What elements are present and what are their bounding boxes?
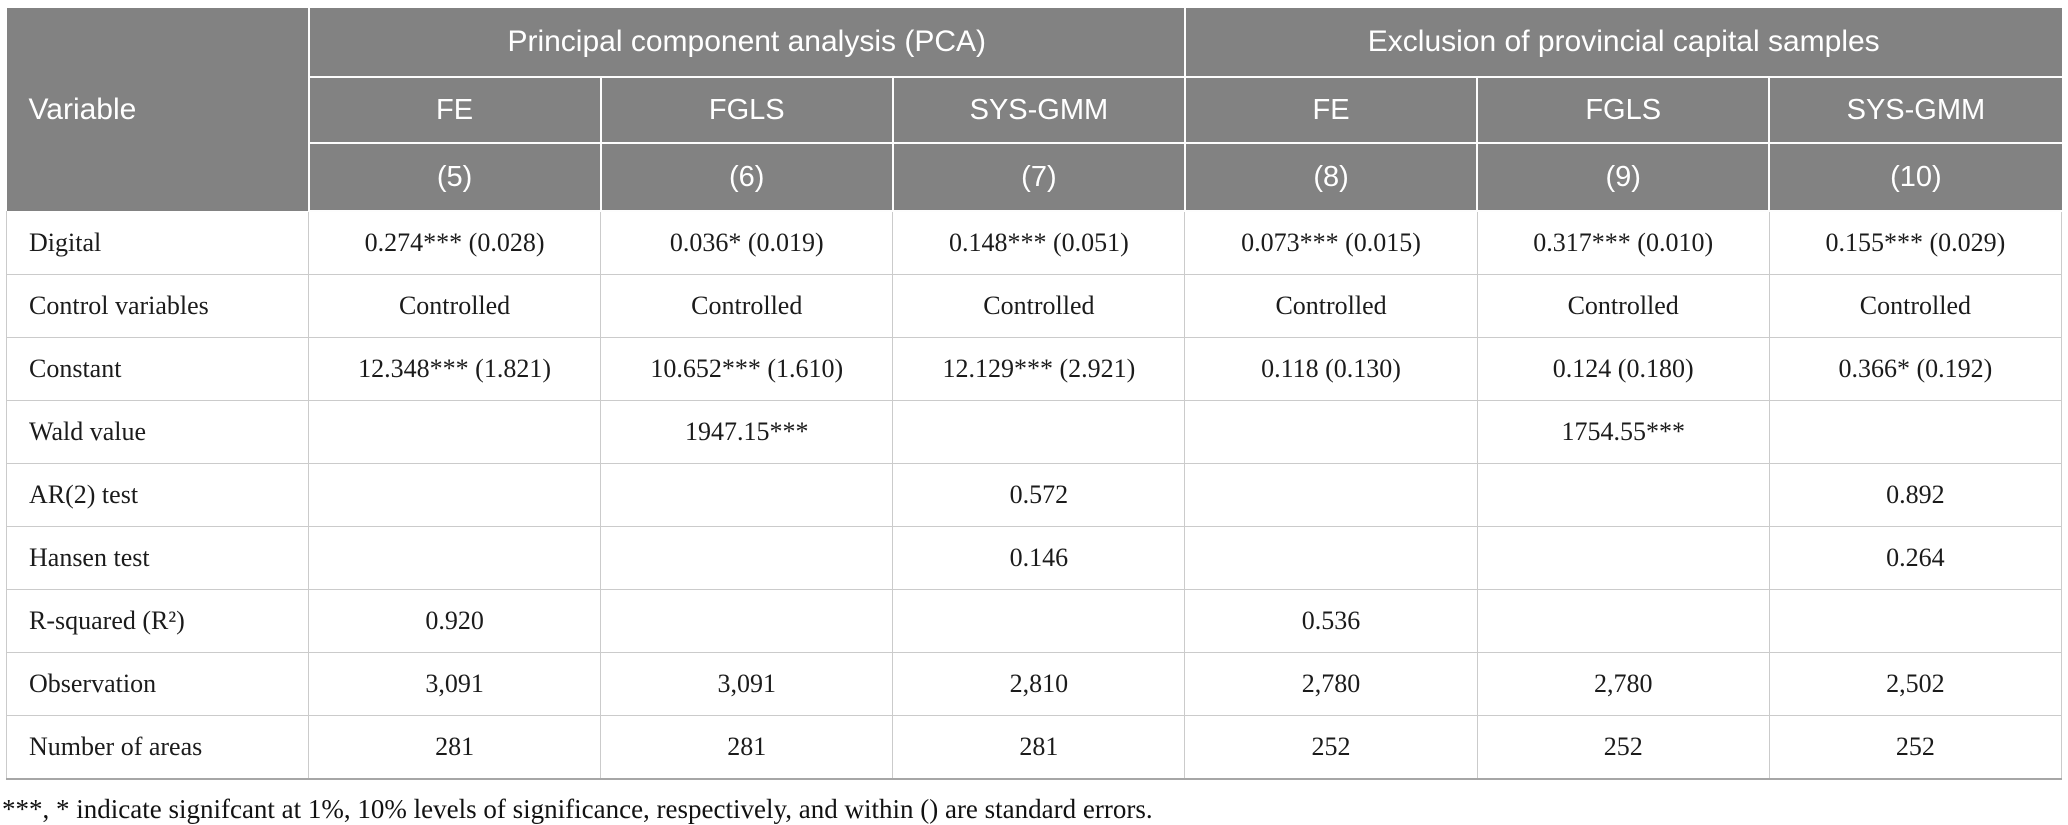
cell: 281 <box>892 715 1186 780</box>
cell: 0.920 <box>307 589 602 653</box>
cell: 0.118 (0.130) <box>1184 337 1478 401</box>
row-label: R-squared (R²) <box>6 589 309 653</box>
row-label: Number of areas <box>6 715 309 780</box>
cell <box>1184 400 1478 464</box>
cell <box>1184 463 1478 527</box>
cell <box>1476 526 1770 590</box>
cell: 12.348*** (1.821) <box>307 337 602 401</box>
cell: Controlled <box>600 274 894 338</box>
table-row: Control variables Controlled Controlled … <box>6 274 2063 338</box>
cell: 0.274*** (0.028) <box>307 211 602 275</box>
cell: 281 <box>307 715 602 780</box>
cell <box>307 400 602 464</box>
cell <box>892 400 1186 464</box>
cell: 252 <box>1476 715 1770 780</box>
cell: Controlled <box>1184 274 1478 338</box>
header-group-pca: Principal component analysis (PCA) <box>307 8 1186 78</box>
table-header: Variable Principal component analysis (P… <box>6 8 2062 212</box>
row-label: Observation <box>6 652 309 716</box>
cell <box>600 463 894 527</box>
cell: Controlled <box>1476 274 1770 338</box>
table-row: Observation 3,091 3,091 2,810 2,780 2,78… <box>6 652 2063 716</box>
cell: 0.124 (0.180) <box>1476 337 1770 401</box>
header-method-row: FE FGLS SYS-GMM FE FGLS SYS-GMM <box>7 76 2062 144</box>
cell: 0.148*** (0.051) <box>892 211 1186 275</box>
row-label: Control variables <box>6 274 309 338</box>
cell: Controlled <box>1768 274 2063 338</box>
table-body: Digital 0.274*** (0.028) 0.036* (0.019) … <box>6 211 2063 780</box>
cell: 10.652*** (1.610) <box>600 337 894 401</box>
cell: 2,780 <box>1184 652 1478 716</box>
cell <box>600 589 894 653</box>
table-row: AR(2) test 0.572 0.892 <box>6 463 2063 527</box>
cell: 12.129*** (2.921) <box>892 337 1186 401</box>
cell <box>307 463 602 527</box>
cell: 252 <box>1768 715 2063 780</box>
cell <box>1476 463 1770 527</box>
cell: 1947.15*** <box>600 400 894 464</box>
header-variable: Variable <box>6 8 310 211</box>
table-row: Digital 0.274*** (0.028) 0.036* (0.019) … <box>6 211 2063 275</box>
table-row: Hansen test 0.146 0.264 <box>6 526 2063 590</box>
cell: 0.366* (0.192) <box>1768 337 2063 401</box>
cell: 0.155*** (0.029) <box>1768 211 2063 275</box>
cell: 0.892 <box>1768 463 2063 527</box>
cell: 281 <box>600 715 894 780</box>
row-label: Constant <box>6 337 309 401</box>
cell <box>1476 589 1770 653</box>
cell: 0.264 <box>1768 526 2063 590</box>
header-model-number: (9) <box>1476 142 1771 212</box>
header-method: FGLS <box>599 76 894 144</box>
row-label: Wald value <box>6 400 309 464</box>
cell: 1754.55*** <box>1476 400 1770 464</box>
cell <box>1768 589 2063 653</box>
cell: 0.536 <box>1184 589 1478 653</box>
cell: 3,091 <box>307 652 602 716</box>
cell: 3,091 <box>600 652 894 716</box>
cell: 0.073*** (0.015) <box>1184 211 1478 275</box>
header-method: FE <box>1183 76 1479 144</box>
cell: 2,810 <box>892 652 1186 716</box>
cell: 0.036* (0.019) <box>600 211 894 275</box>
cell: 252 <box>1184 715 1478 780</box>
header-method: FE <box>307 76 602 144</box>
header-model-row: (5) (6) (7) (8) (9) (10) <box>7 142 2062 212</box>
cell: 0.572 <box>892 463 1186 527</box>
header-group-exclusion: Exclusion of provincial capital samples <box>1183 8 2062 78</box>
cell <box>892 589 1186 653</box>
cell <box>600 526 894 590</box>
row-label: AR(2) test <box>6 463 309 527</box>
header-model-number: (6) <box>599 142 894 212</box>
cell: Controlled <box>307 274 602 338</box>
cell: 0.146 <box>892 526 1186 590</box>
cell: 2,780 <box>1476 652 1770 716</box>
header-method: SYS-GMM <box>891 76 1186 144</box>
cell <box>307 526 602 590</box>
table-row: Constant 12.348*** (1.821) 10.652*** (1.… <box>6 337 2063 401</box>
header-model-number: (5) <box>307 142 602 212</box>
header-method: FGLS <box>1476 76 1771 144</box>
header-model-number: (8) <box>1183 142 1479 212</box>
table-row: Wald value 1947.15*** 1754.55*** <box>6 400 2063 464</box>
header-model-number: (10) <box>1768 142 2062 212</box>
cell: 2,502 <box>1768 652 2063 716</box>
row-label: Hansen test <box>6 526 309 590</box>
cell: 0.317*** (0.010) <box>1476 211 1770 275</box>
table-row: R-squared (R²) 0.920 0.536 <box>6 589 2063 653</box>
cell: Controlled <box>892 274 1186 338</box>
header-group-row: Variable Principal component analysis (P… <box>6 8 2062 211</box>
header-model-number: (7) <box>891 142 1186 212</box>
table-row: Number of areas 281 281 281 252 252 252 <box>6 715 2063 780</box>
results-table: Variable Principal component analysis (P… <box>6 8 2063 780</box>
cell <box>1768 400 2063 464</box>
footnote: ***, * indicate signifcant at 1%, 10% le… <box>2 794 1153 824</box>
cell <box>1184 526 1478 590</box>
header-method: SYS-GMM <box>1768 76 2062 144</box>
row-label: Digital <box>6 211 309 275</box>
